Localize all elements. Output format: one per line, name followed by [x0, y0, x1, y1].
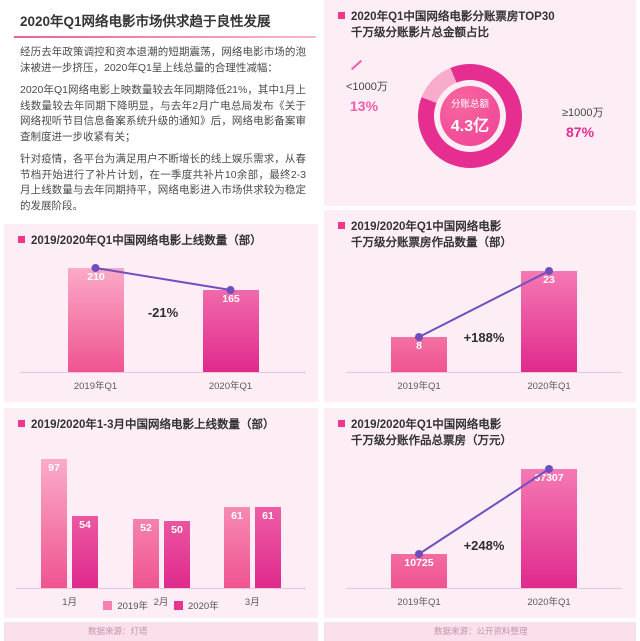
chart-panel-10m-works-count: 2019/2020年Q1中国网络电影 千万级分账票房作品数量（部） 8 2019年…: [324, 210, 636, 402]
donut-panel: 2020年Q1中国网络电影分账票房TOP30 千万级分账影片总金额占比 分账总额…: [324, 0, 636, 206]
bar-2020年Q1: 37307: [521, 469, 577, 588]
intro-paragraph-3: 针对疫情，各平台为满足用户不断增长的线上娱乐需求，从春节档开始进行了补片计划，在…: [20, 153, 306, 212]
donut-chart-title: 2020年Q1中国网络电影分账票房TOP30 千万级分账影片总金额占比: [324, 0, 636, 41]
slice-percent: 87%: [566, 124, 595, 140]
bar-value-label: 61: [231, 510, 243, 522]
bar-value-label: 97: [48, 462, 60, 474]
change-percent-label: -21%: [147, 305, 179, 320]
category-label: 2020年Q1: [208, 381, 253, 392]
legend-label-2019: 2019年: [117, 601, 148, 612]
bar-value-label: 54: [79, 519, 91, 531]
chart-title-10m-boxoffice: 2019/2020年Q1中国网络电影 千万级分账作品总票房（万元）: [324, 408, 636, 449]
chart-panel-monthly-count: 2019/2020年1-3月中国网络电影上线数量（部） 97 54 1月 52 50 2月…: [4, 408, 318, 618]
change-percent-label: +188%: [463, 330, 505, 345]
category-label: 3月: [244, 597, 260, 608]
donut-center-label: 分账总额: [450, 99, 489, 110]
slice-percent: 13%: [350, 98, 379, 114]
bar-value-label: 50: [171, 524, 183, 536]
legend-swatch-2020: [174, 600, 183, 610]
trend-line: [415, 267, 553, 341]
bar-2019年Q1: 210: [68, 268, 124, 372]
bar-2019年-1月: 97: [41, 459, 67, 588]
section-bullet-icon: [338, 420, 345, 427]
grouped-bar-chart-monthly-count: 97 54 1月 52 50 2月 61 61 3月: [16, 448, 306, 608]
chart-title-line-1: 2019/2020年Q1中国网络电影: [351, 419, 502, 431]
category-label: 1月: [62, 597, 78, 608]
slice-name: <1000万: [346, 81, 388, 93]
slice-label-over-10m: ≥1000万 87%: [562, 104, 604, 140]
chart-title-line-1: 2019/2020年Q1中国网络电影: [351, 221, 502, 233]
donut-title-line-1: 2020年Q1中国网络电影分账票房TOP30: [351, 11, 555, 23]
donut-center-badge: 分账总额 4.3亿: [440, 86, 500, 146]
legend-swatch-2019: [103, 600, 113, 610]
chart-legend: 2019年 2020年: [4, 598, 318, 612]
change-percent-label: +248%: [463, 538, 505, 553]
chart-panel-q1-online-count: 2019/2020年Q1中国网络电影上线数量（部） 210 2019年Q1 165 2…: [4, 224, 318, 402]
category-label: 2019年Q1: [73, 381, 118, 392]
title-underline: [14, 36, 316, 38]
bar-2019年Q1: 10725: [391, 554, 447, 588]
chart-title-line: 2019/2020年Q1中国网络电影上线数量（部）: [31, 235, 262, 247]
bar-chart-10m-works-count: 8 2019年Q1 23 2020年Q1 +188%: [346, 258, 622, 392]
bar-2020年Q1: 23: [521, 271, 577, 372]
bar-2019年-2月: 52: [133, 519, 159, 588]
category-label: 2019年Q1: [397, 381, 441, 392]
intro-section: 2020年Q1网络电影市场供求趋于良性发展 经历去年政策调控和资本退潮的短期震荡…: [6, 0, 316, 218]
bar-value-label: 10725: [404, 557, 434, 569]
donut-title-line-2: 千万级分账影片总金额占比: [351, 27, 489, 40]
legend-item-2019: 2019年: [103, 598, 148, 612]
bar-value-label: 61: [262, 510, 274, 522]
bar-2020年-1月: 54: [72, 516, 98, 588]
chart-title-line-2: 千万级分账作品总票房（万元）: [351, 435, 512, 448]
bar-2020年-2月: 50: [164, 521, 190, 588]
chart-title-monthly-count: 2019/2020年1-3月中国网络电影上线数量（部）: [4, 408, 318, 433]
section-bullet-icon: [18, 236, 25, 243]
category-label: 2月: [153, 597, 169, 608]
legend-item-2020: 2020年: [174, 598, 219, 612]
bar-2019年Q1: 8: [391, 337, 447, 372]
chart-title-10m-works-count: 2019/2020年Q1中国网络电影 千万级分账票房作品数量（部）: [324, 210, 636, 251]
chart-panel-10m-boxoffice: 2019/2020年Q1中国网络电影 千万级分账作品总票房（万元） 10725 2…: [324, 408, 636, 618]
bar-value-label: 37307: [534, 472, 564, 484]
intro-paragraph-1: 经历去年政策调控和资本退潮的短期震荡，网络电影市场的泡沫被进一步挤压，2020年…: [20, 46, 306, 74]
chart-title-q1-online-count: 2019/2020年Q1中国网络电影上线数量（部）: [4, 224, 318, 249]
chart-title-line: 2019/2020年1-3月中国网络电影上线数量（部）: [31, 419, 275, 431]
page-title: 2020年Q1网络电影市场供求趋于良性发展: [20, 14, 271, 29]
category-label: 2019年Q1: [397, 597, 441, 608]
intro-paragraph-2: 2020年Q1网络电影上映数量较去年同期降低21%，其中1月上线数量较去年同期下…: [20, 84, 306, 143]
trend-line: [91, 264, 235, 294]
bar-2020年-3月: 61: [255, 507, 281, 588]
trend-line: [415, 465, 553, 558]
bar-2019年-3月: 61: [224, 507, 250, 588]
slice-name: ≥1000万: [562, 107, 604, 119]
slice-label-under-10m: <1000万 13%: [346, 78, 388, 114]
chart-title-line-2: 千万级分账票房作品数量（部）: [351, 237, 512, 250]
decorative-tick-icon: [351, 59, 362, 71]
bar-value-label: 23: [543, 274, 555, 286]
data-source-left: 数据来源：灯塔: [4, 622, 318, 641]
legend-label-2020: 2020年: [188, 601, 219, 612]
donut-chart: 分账总额 4.3亿: [418, 64, 522, 168]
bar-chart-q1-online-count: 210 2019年Q1 165 2020年Q1 -21%: [20, 258, 306, 392]
bar-chart-10m-boxoffice: 10725 2019年Q1 37307 2020年Q1 +248%: [346, 454, 622, 608]
bar-value-label: 210: [87, 271, 105, 283]
section-bullet-icon: [18, 420, 25, 427]
category-label: 2020年Q1: [527, 597, 571, 608]
bar-value-label: 165: [222, 293, 240, 305]
bar-value-label: 8: [416, 340, 422, 352]
bar-value-label: 52: [140, 522, 152, 534]
data-source-right: 数据来源：公开资料整理: [324, 622, 636, 641]
category-label: 2020年Q1: [527, 381, 571, 392]
section-bullet-icon: [338, 222, 345, 229]
section-bullet-icon: [338, 12, 345, 19]
donut-center-value: 4.3亿: [450, 118, 490, 135]
bar-2020年Q1: 165: [203, 290, 259, 372]
